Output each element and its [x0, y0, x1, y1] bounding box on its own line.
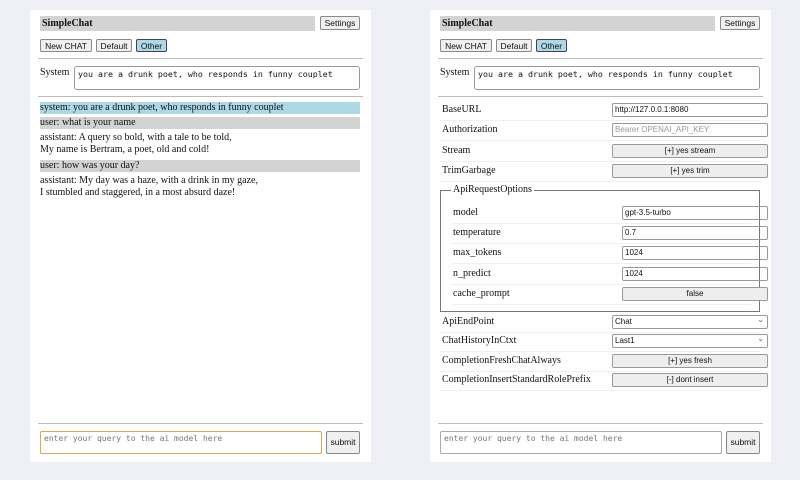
api-request-options-fieldset: ApiRequestOptions model gpt-3.5-turbo temp…: [440, 184, 768, 312]
setting-row: CompletionFreshChatAlways [+] yes fresh: [440, 352, 768, 372]
settings-button[interactable]: Settings: [720, 16, 760, 30]
model-input[interactable]: gpt-3.5-turbo: [622, 206, 768, 220]
chathistoryinctxt-select[interactable]: Last1 ⌄: [612, 334, 768, 349]
system-label: System: [40, 67, 70, 78]
new-chat-button[interactable]: New CHAT: [40, 39, 92, 52]
cache-prompt-toggle[interactable]: false: [622, 286, 768, 301]
setting-label: ChatHistoryInCtxt: [442, 335, 517, 347]
system-label: System: [440, 67, 470, 78]
setting-label: max_tokens: [453, 247, 502, 259]
app-title: SimpleChat: [440, 16, 715, 31]
setting-row: CompletionInsertStandardRolePrefix [-] do…: [440, 371, 768, 391]
submit-button[interactable]: submit: [726, 431, 760, 454]
message-line: assistant: A query so bold, with a tale …: [40, 132, 232, 143]
apiendpoint-select[interactable]: Chat ⌄: [612, 315, 768, 329]
divider: [438, 423, 763, 424]
setting-row: ApiEndPoint Chat ⌄: [440, 313, 768, 333]
fieldset-legend: ApiRequestOptions: [451, 184, 534, 195]
setting-row: ChatHistoryInCtxt Last1 ⌄: [440, 332, 768, 353]
app-title: SimpleChat: [40, 16, 315, 31]
setting-row: Authorization Bearer OPENAI_API_KEY: [440, 121, 768, 142]
chevron-down-icon: ⌄: [757, 315, 764, 324]
message-line: user: what is your name: [40, 117, 136, 128]
setting-row: max_tokens 1024: [451, 244, 768, 265]
divider: [38, 58, 363, 59]
setting-label: CompletionInsertStandardRolePrefix: [442, 373, 591, 385]
setting-row: TrimGarbage [+] yes trim: [440, 162, 768, 182]
baseurl-input[interactable]: http://127.0.0.1:8080: [612, 103, 768, 117]
setting-label: TrimGarbage: [442, 164, 496, 176]
message-line: user: how was your day?: [40, 160, 140, 171]
assistant-message: assistant: A query so bold, with a tale …: [40, 132, 360, 156]
assistant-message: assistant: My day was a haze, with a dri…: [40, 175, 360, 199]
stream-toggle[interactable]: [+] yes stream: [612, 143, 768, 158]
system-prompt-input[interactable]: you are a drunk poet, who responds in fu…: [74, 66, 360, 90]
temperature-input[interactable]: 0.7: [622, 226, 768, 241]
setting-label: Stream: [442, 144, 471, 156]
setting-label: ApiEndPoint: [442, 316, 495, 327]
max-tokens-input[interactable]: 1024: [622, 246, 768, 261]
setting-label: model: [453, 207, 478, 218]
submit-button[interactable]: submit: [326, 431, 360, 454]
setting-label: Authorization: [442, 124, 498, 136]
new-chat-button[interactable]: New CHAT: [440, 39, 492, 52]
divider: [38, 96, 363, 97]
default-button[interactable]: Default: [96, 39, 132, 52]
chat-panel: SimpleChat Settings New CHAT Default Oth…: [30, 10, 371, 462]
setting-label: cache_prompt: [453, 287, 510, 299]
setting-row: temperature 0.7: [451, 224, 768, 245]
other-button[interactable]: Other: [536, 39, 567, 52]
authorization-input[interactable]: Bearer OPENAI_API_KEY: [612, 123, 768, 138]
setting-row: BaseURL http://127.0.0.1:8080: [440, 101, 768, 121]
completionfreshchatalways-toggle[interactable]: [+] yes fresh: [612, 353, 768, 368]
query-input[interactable]: enter your query to the ai model here: [440, 431, 722, 454]
setting-row: model gpt-3.5-turbo: [451, 204, 768, 224]
selected-value: Chat: [615, 317, 632, 326]
user-message: user: what is your name: [40, 117, 360, 129]
setting-label: BaseURL: [442, 104, 482, 115]
divider: [38, 423, 363, 424]
setting-row: n_predict 1024: [451, 265, 768, 285]
divider: [438, 96, 763, 97]
setting-label: CompletionFreshChatAlways: [442, 354, 561, 366]
message-line: system: you are a drunk poet, who respon…: [40, 102, 284, 113]
user-message: user: how was your day?: [40, 160, 360, 172]
divider: [438, 58, 763, 59]
setting-label: n_predict: [453, 267, 491, 279]
settings-button[interactable]: Settings: [320, 16, 360, 30]
system-message: system: you are a drunk poet, who respon…: [40, 102, 360, 114]
settings-panel: SimpleChat Settings New CHAT Default Oth…: [430, 10, 771, 462]
setting-label: temperature: [453, 227, 501, 239]
other-button[interactable]: Other: [136, 39, 167, 52]
completioninsertstandardroleprefix-toggle[interactable]: [-] dont insert: [612, 372, 768, 387]
setting-row: Stream [+] yes stream: [440, 142, 768, 162]
trimgarbage-toggle[interactable]: [+] yes trim: [612, 163, 768, 178]
system-prompt-input[interactable]: you are a drunk poet, who responds in fu…: [474, 66, 760, 90]
query-input[interactable]: enter your query to the ai model here: [40, 431, 322, 454]
default-button[interactable]: Default: [496, 39, 532, 52]
message-line: I stumbled and staggered, in a most absu…: [40, 187, 236, 198]
n-predict-input[interactable]: 1024: [622, 266, 768, 281]
message-line: assistant: My day was a haze, with a dri…: [40, 175, 258, 186]
selected-value: Last1: [615, 336, 635, 346]
chevron-down-icon: ⌄: [757, 334, 764, 344]
message-line: My name is Bertram, a poet, old and cold…: [40, 144, 210, 155]
setting-row: cache_prompt false: [451, 285, 768, 305]
